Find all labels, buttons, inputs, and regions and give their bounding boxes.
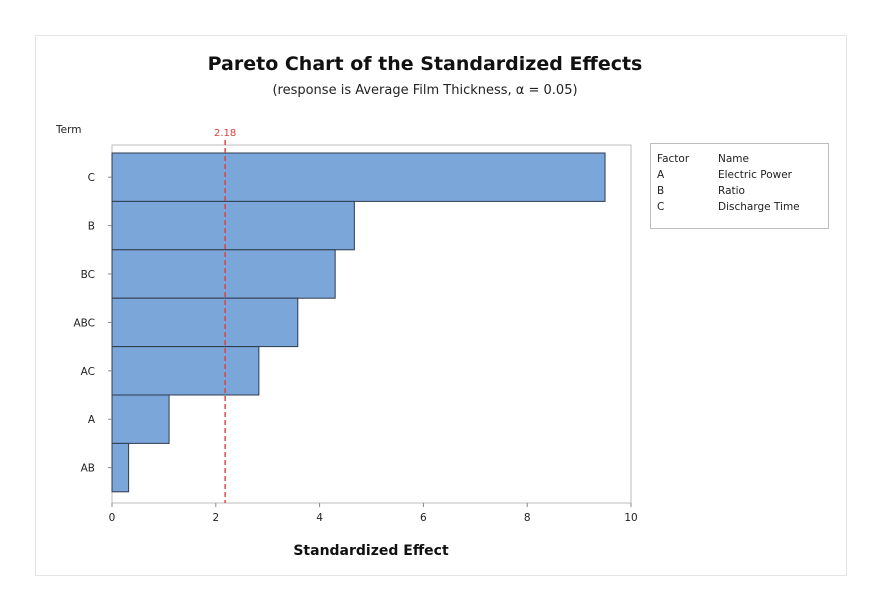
bar-a — [111, 394, 170, 444]
bar-bc — [111, 249, 336, 299]
legend-factor-name: Electric Power — [718, 169, 792, 181]
legend-factor: C — [657, 201, 665, 213]
x-tick-label: 10 — [624, 512, 637, 524]
legend-factor: B — [657, 185, 665, 197]
x-axis-label: Standardized Effect — [293, 543, 449, 559]
y-tick-label: BC — [81, 269, 95, 281]
y-axis: C B BC ABC AC A AB — [73, 172, 112, 475]
y-tick-label: ABC — [73, 317, 95, 329]
bar-b — [111, 200, 355, 251]
legend-factor-name: Ratio — [718, 185, 745, 197]
x-tick-label: 6 — [420, 512, 427, 524]
x-tick-label: 0 — [109, 512, 116, 524]
y-tick-label: B — [88, 221, 95, 233]
y-tick-label: A — [88, 414, 96, 426]
y-tick-label: AB — [81, 463, 95, 475]
bar-abc — [111, 297, 299, 348]
x-tick-label: 2 — [212, 512, 219, 524]
figure-caption — [0, 585, 876, 601]
bar-c — [111, 152, 606, 202]
x-axis: 0 2 4 6 8 10 — [109, 503, 638, 524]
bar-ab — [111, 442, 130, 493]
reference-line-label: 2.18 — [214, 128, 236, 139]
legend-header-name: Name — [718, 153, 749, 165]
legend-header-factor: Factor — [657, 153, 690, 165]
y-axis-label: Term — [55, 124, 81, 136]
y-tick-label: C — [88, 172, 95, 184]
x-tick-label: 8 — [524, 512, 531, 524]
bar-ac — [111, 346, 260, 396]
y-tick-label: AC — [81, 366, 95, 378]
legend-box: Factor Name A Electric Power B Ratio C D… — [650, 143, 829, 229]
x-tick-label: 4 — [316, 512, 323, 524]
bars-group — [111, 152, 606, 493]
chart-title: Pareto Chart of the Standardized Effects — [208, 53, 643, 75]
legend-factor-name: Discharge Time — [718, 201, 800, 213]
chart-subtitle: (response is Average Film Thickness, α =… — [272, 83, 577, 98]
legend-factor: A — [657, 169, 665, 181]
reference-line-group: 2.18 — [214, 128, 236, 503]
